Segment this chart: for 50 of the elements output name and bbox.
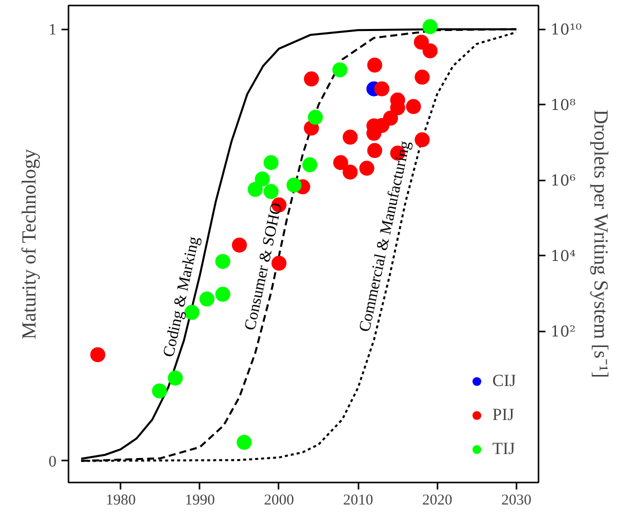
annotation: Consumer & SOHO xyxy=(242,201,286,332)
point xyxy=(302,157,318,172)
y-tick-label: 0 xyxy=(48,453,56,470)
point xyxy=(248,182,263,197)
y2-tick-label: 10⁸ xyxy=(550,96,576,114)
point xyxy=(264,155,279,170)
point xyxy=(152,384,167,398)
point xyxy=(342,130,358,145)
point xyxy=(374,81,390,96)
point xyxy=(168,370,183,386)
point xyxy=(359,160,374,176)
y2-tick-label: 10⁴ xyxy=(550,246,576,265)
point xyxy=(406,99,421,114)
point xyxy=(422,19,438,34)
point xyxy=(264,184,279,200)
y2-tick-label: 10¹⁰ xyxy=(550,20,582,38)
point xyxy=(215,286,230,302)
legend-label: TIJ xyxy=(492,439,516,459)
point xyxy=(304,71,319,86)
point xyxy=(286,178,302,193)
point xyxy=(332,62,348,78)
legend-label: PIJ xyxy=(492,405,514,425)
point xyxy=(232,238,247,253)
legend-label: CIJ xyxy=(492,371,516,391)
point xyxy=(199,292,214,307)
x-tick-label: 2000 xyxy=(264,492,294,508)
point xyxy=(414,70,430,85)
point xyxy=(254,172,270,187)
y2-axis-title: Droplets per Writing System [s⁻¹] xyxy=(590,110,612,378)
x-tick-label: 2010 xyxy=(343,492,374,508)
point xyxy=(271,256,286,271)
point xyxy=(333,155,348,170)
y2-tick-label: 10² xyxy=(550,322,576,340)
point xyxy=(236,434,252,450)
x-tick-label: 2020 xyxy=(422,492,452,508)
point xyxy=(342,164,358,180)
point xyxy=(367,58,382,73)
y-tick-label: 1 xyxy=(48,22,56,39)
y-axis-title: Maturity of Technology xyxy=(18,148,40,340)
point xyxy=(414,34,429,50)
x-tick-label: 2030 xyxy=(501,492,532,508)
point xyxy=(422,43,438,58)
point xyxy=(215,254,230,269)
y2-tick-label: 10⁶ xyxy=(550,171,576,190)
x-tick-label: 1990 xyxy=(184,492,215,508)
annotation: Coding & Marking xyxy=(160,235,203,359)
point xyxy=(90,347,106,362)
point xyxy=(414,132,430,148)
x-tick-label: 1980 xyxy=(106,492,136,508)
point xyxy=(308,110,323,125)
